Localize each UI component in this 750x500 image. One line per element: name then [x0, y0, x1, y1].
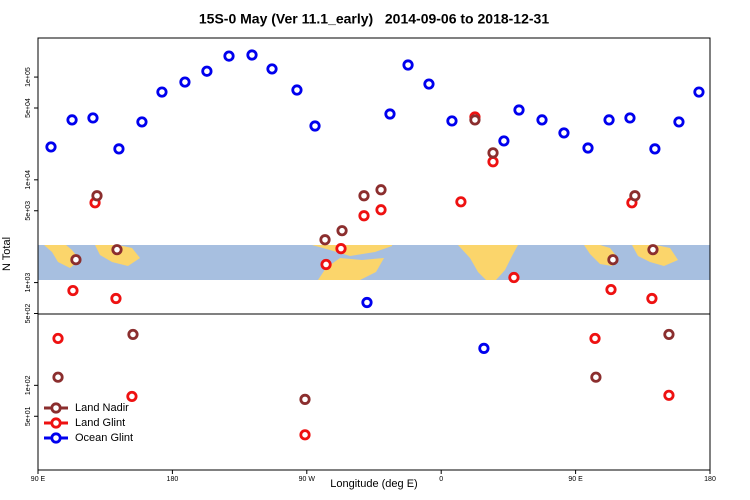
point [455, 196, 467, 208]
point [487, 147, 499, 159]
point [336, 225, 348, 237]
point [358, 210, 370, 222]
point [649, 143, 661, 155]
x-tick-label: 180 [704, 476, 716, 483]
point [136, 116, 148, 128]
legend-label: Ocean Glint [75, 432, 133, 444]
legend-marker [50, 402, 62, 414]
point [446, 115, 458, 127]
point [624, 112, 636, 124]
x-tick-label: 90 E [31, 476, 46, 483]
point [111, 244, 123, 256]
point [646, 292, 658, 305]
point [487, 156, 499, 168]
legend-marker [50, 417, 62, 429]
legend-label: Land Glint [75, 417, 125, 429]
point [156, 86, 168, 98]
y-tick-label: 1e+03 [25, 273, 32, 293]
point [127, 328, 139, 341]
y-tick-label: 1e+04 [25, 170, 32, 190]
point [663, 389, 675, 401]
point [66, 114, 78, 126]
point [384, 108, 396, 120]
point [223, 50, 235, 62]
point [536, 114, 548, 126]
point [469, 114, 481, 126]
point [319, 234, 331, 246]
point [179, 76, 191, 88]
point [309, 120, 321, 132]
point [673, 116, 685, 128]
point [335, 243, 347, 255]
point [358, 190, 370, 202]
point [402, 59, 414, 71]
x-tick-label: 180 [167, 476, 179, 483]
point [110, 292, 122, 305]
map-strip [38, 245, 710, 280]
point [647, 244, 659, 256]
point [299, 429, 311, 441]
point [45, 141, 57, 153]
chart-title: 15S-0 May (Ver 11.1_early) 2014-09-06 to… [199, 11, 549, 27]
point [291, 84, 303, 96]
point [513, 104, 525, 116]
y-tick-label: 1e+02 [25, 375, 32, 395]
point [508, 271, 520, 284]
point [201, 65, 213, 77]
point [52, 332, 64, 345]
point [558, 127, 570, 139]
y-tick-label: 1e+05 [25, 67, 32, 87]
point [67, 284, 79, 297]
y-tick-label: 5e+02 [25, 304, 32, 324]
x-tick-label: 0 [439, 476, 443, 483]
point [423, 78, 435, 90]
point [126, 390, 138, 403]
point [693, 86, 705, 98]
point [266, 63, 278, 75]
legend-marker [50, 432, 62, 444]
point [603, 114, 615, 126]
x-tick-label: 90 W [299, 476, 316, 483]
x-axis-label: Longitude (deg E) [330, 478, 417, 490]
point [113, 143, 125, 155]
point [91, 190, 103, 202]
point [629, 190, 641, 202]
legend-label: Land Nadir [75, 402, 129, 414]
point [70, 254, 82, 266]
y-axis-label: N Total [1, 237, 13, 271]
point [299, 393, 311, 405]
point [590, 371, 602, 383]
point [246, 49, 258, 61]
point [361, 296, 373, 309]
plot-frame [37, 37, 711, 471]
point [605, 283, 617, 296]
x-tick-label: 90 E [568, 476, 583, 483]
point [498, 135, 510, 147]
point [52, 371, 64, 383]
y-tick-label: 5e+01 [25, 406, 32, 426]
point [478, 342, 490, 354]
y-tick-label: 5e+03 [25, 201, 32, 221]
point [320, 258, 332, 271]
point [582, 142, 594, 154]
point [607, 254, 619, 266]
point [87, 112, 99, 124]
point [375, 184, 387, 196]
y-tick-label: 5e+04 [25, 98, 32, 118]
point [589, 332, 601, 345]
point [375, 204, 387, 216]
point [663, 328, 675, 341]
